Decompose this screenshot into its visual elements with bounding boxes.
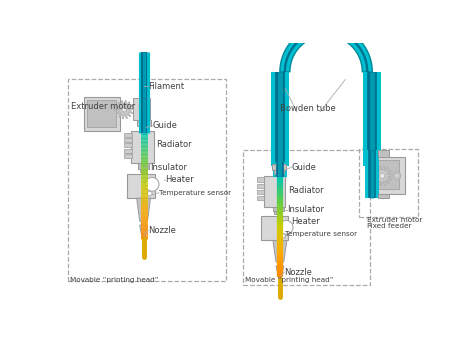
Polygon shape: [273, 240, 287, 279]
Bar: [68, 79, 226, 281]
Text: Temperature sensor: Temperature sensor: [159, 190, 231, 196]
Bar: [137, 120, 151, 126]
Circle shape: [141, 105, 145, 108]
Bar: [124, 138, 132, 142]
Bar: [128, 174, 155, 198]
Bar: [257, 184, 264, 188]
Bar: [124, 154, 132, 158]
Text: Nozzle: Nozzle: [284, 268, 312, 277]
Text: Guide: Guide: [153, 121, 178, 130]
Bar: [370, 160, 399, 189]
Bar: [257, 190, 264, 194]
Bar: [274, 170, 284, 174]
Text: Insulator: Insulator: [150, 163, 187, 172]
Text: Bowden tube: Bowden tube: [281, 104, 336, 113]
Text: Filament: Filament: [148, 82, 184, 91]
Polygon shape: [137, 198, 151, 239]
Text: Heater: Heater: [292, 217, 320, 226]
Bar: [140, 169, 147, 172]
Bar: [139, 126, 148, 130]
Bar: [264, 176, 285, 207]
Bar: [138, 164, 149, 169]
Bar: [367, 157, 405, 193]
Polygon shape: [115, 100, 134, 119]
Bar: [131, 131, 155, 164]
Text: Heater: Heater: [165, 175, 194, 184]
Text: Guide: Guide: [292, 163, 316, 172]
Polygon shape: [284, 29, 368, 72]
Circle shape: [122, 107, 127, 112]
Circle shape: [145, 178, 159, 191]
Bar: [273, 207, 284, 211]
Text: Extruder motor: Extruder motor: [71, 102, 136, 111]
Bar: [272, 164, 286, 170]
Text: Movable “printing head”: Movable “printing head”: [245, 277, 334, 283]
Bar: [243, 151, 370, 285]
Bar: [257, 178, 264, 182]
Bar: [87, 100, 116, 126]
Circle shape: [395, 174, 399, 178]
Circle shape: [139, 103, 146, 110]
Text: Extruder motor: Extruder motor: [367, 217, 422, 223]
Bar: [124, 149, 132, 153]
Bar: [378, 193, 389, 198]
Bar: [124, 143, 132, 147]
Polygon shape: [372, 166, 392, 186]
Polygon shape: [280, 26, 372, 72]
Text: Temperature sensor: Temperature sensor: [285, 230, 357, 236]
Bar: [359, 149, 418, 217]
Bar: [274, 211, 282, 214]
Text: Nozzle: Nozzle: [148, 226, 176, 235]
Bar: [133, 98, 150, 120]
Bar: [124, 133, 132, 137]
Text: Movable “printing head”: Movable “printing head”: [70, 277, 158, 283]
Circle shape: [279, 220, 293, 234]
Circle shape: [281, 234, 285, 238]
Circle shape: [147, 191, 152, 196]
Text: Radiator: Radiator: [288, 186, 324, 195]
Bar: [257, 196, 264, 201]
Bar: [261, 216, 288, 240]
Bar: [378, 151, 389, 157]
Text: Insulator: Insulator: [287, 205, 324, 214]
Bar: [83, 97, 120, 131]
Text: Radiator: Radiator: [156, 140, 191, 149]
Circle shape: [393, 172, 401, 180]
Circle shape: [380, 173, 385, 179]
Text: Fixed feeder: Fixed feeder: [367, 223, 411, 229]
